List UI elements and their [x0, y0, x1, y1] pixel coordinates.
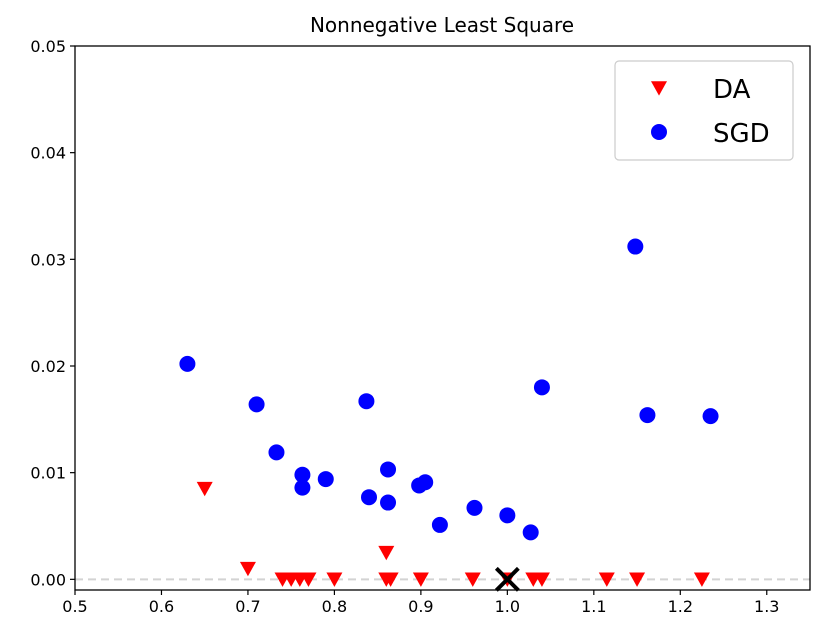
x-tick-label: 1.0	[495, 597, 520, 616]
x-tick-label: 0.6	[149, 597, 174, 616]
series-da	[196, 481, 710, 587]
sgd-point	[533, 379, 550, 396]
sgd-point	[466, 499, 483, 516]
legend-marker-da	[651, 81, 667, 96]
sgd-point	[179, 355, 196, 372]
axes-frame	[74, 45, 811, 591]
da-point	[239, 561, 256, 577]
x-tick-label: 1.2	[668, 597, 693, 616]
y-tick-label: 0.00	[30, 570, 66, 589]
da-point	[326, 572, 343, 587]
da-point	[598, 572, 615, 587]
y-tick-label: 0.05	[30, 37, 66, 56]
da-point	[196, 481, 213, 497]
optimum-x-marker	[494, 566, 520, 592]
sgd-point	[627, 238, 644, 255]
da-point	[629, 572, 646, 587]
sgd-point	[702, 408, 719, 425]
sgd-point	[639, 407, 656, 424]
axis-ticks: 0.5 0.6 0.7 0.8 0.9 1.0 1.1 1.2 1.3 0.00 0.01 0.02 0…	[30, 37, 779, 616]
sgd-point	[417, 474, 434, 491]
sgd-point	[361, 489, 377, 506]
y-tick-label: 0.03	[30, 250, 66, 269]
legend-label-da: DA	[713, 75, 751, 105]
sgd-point	[358, 393, 375, 410]
chart-title: Nonnegative Least Square	[310, 13, 574, 37]
sgd-point	[317, 471, 334, 488]
da-point	[464, 572, 481, 587]
da-point	[693, 572, 710, 587]
sgd-point	[248, 396, 265, 413]
sgd-point	[522, 524, 539, 541]
y-tick-label: 0.02	[30, 357, 66, 376]
legend-marker-sgd	[651, 124, 667, 140]
sgd-point	[499, 507, 516, 524]
sgd-point	[380, 494, 397, 511]
optimum-x-stroke	[494, 566, 520, 592]
sgd-point	[294, 466, 311, 483]
da-point	[300, 572, 317, 587]
y-tick-label: 0.01	[30, 464, 66, 483]
sgd-point	[431, 516, 448, 533]
x-tick-label: 1.1	[581, 597, 606, 616]
da-point	[533, 572, 550, 587]
series-sgd	[179, 238, 719, 541]
plot-area	[75, 238, 810, 592]
sgd-point	[268, 444, 285, 461]
x-tick-label: 0.8	[322, 597, 347, 616]
sgd-point	[380, 461, 397, 478]
y-tick-label: 0.04	[30, 144, 66, 163]
x-tick-label: 1.3	[754, 597, 779, 616]
x-tick-label: 0.9	[408, 597, 433, 616]
da-point	[378, 545, 395, 561]
x-tick-label: 0.5	[62, 597, 87, 616]
x-tick-label: 0.7	[235, 597, 260, 616]
legend: DA SGD	[614, 60, 794, 161]
sgd-point	[294, 479, 311, 496]
legend-label-sgd: SGD	[713, 119, 770, 149]
da-point	[412, 572, 429, 587]
da-point	[382, 572, 399, 587]
